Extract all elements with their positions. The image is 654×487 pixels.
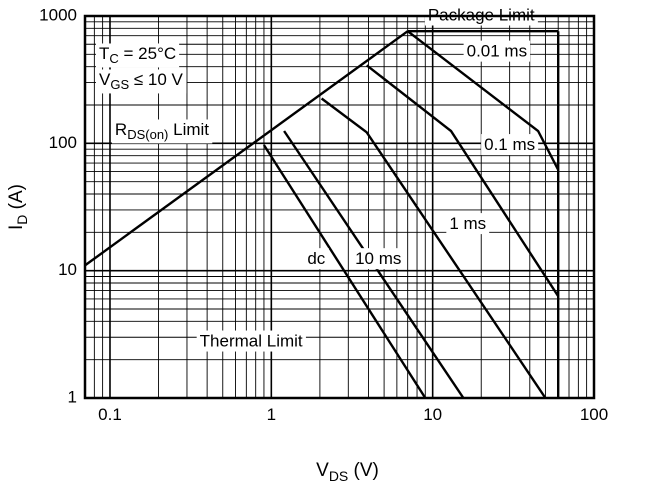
condition-vgs-background (96, 69, 187, 94)
text-main: ≤ 10 V (129, 70, 183, 89)
annotation-0-1ms-background (481, 134, 539, 156)
y-tick-label: 100 (49, 133, 77, 152)
annotation-rdson-limit-text: RDS(on) Limit (115, 120, 209, 142)
y-axis-label-sub: D (14, 215, 30, 225)
x-tick-label: 100 (580, 405, 608, 424)
text-main: R (115, 120, 127, 139)
annotation-0-01ms-background (463, 40, 531, 62)
x-tick-label: 1 (267, 405, 276, 424)
y-tick-label: 10 (58, 260, 77, 279)
annotation-1ms-text: 1 ms (449, 214, 486, 233)
y-axis-label: ID (A) (6, 184, 30, 230)
annotation-1ms-background (446, 213, 490, 235)
x-tick-label: 10 (423, 405, 442, 424)
text-main: = 25°C (119, 44, 176, 63)
x-tick-label: 0.1 (98, 405, 122, 424)
annotation-1ms: 1 ms (446, 213, 490, 235)
annotation-dc-background (304, 248, 329, 270)
text-main: Limit (168, 120, 209, 139)
annotation-10ms: 10 ms (352, 248, 405, 270)
condition-vgs-text: VGS ≤ 10 V (99, 70, 184, 92)
annotation-10ms-text: 10 ms (355, 249, 401, 268)
x-axis-label: VDS (V) (316, 460, 379, 484)
annotation-dc-text: dc (307, 249, 325, 268)
annotation-rdson-limit: RDS(on) Limit (111, 119, 213, 144)
annotation-0-01ms-text: 0.01 ms (467, 42, 527, 61)
series-dc-line (262, 144, 427, 399)
text-main: T (99, 44, 109, 63)
tick-labels: 0.1 1 10 100 1 10 100 1000 (39, 5, 608, 424)
text-subscript: GS (110, 77, 129, 92)
series-0-01-ms-line (406, 30, 560, 171)
y-tick-label: 1 (68, 387, 77, 406)
annotation-dc: dc (304, 248, 329, 270)
plot-frame (83, 14, 596, 400)
series-lines (84, 30, 560, 399)
annotation-rdson-limit-background (111, 119, 213, 144)
series-rds-on-limit-line (84, 30, 409, 267)
series-0-1-ms-line (365, 64, 560, 297)
y-axis-label-unit: (A) (6, 184, 27, 215)
y-tick-label: 1000 (39, 5, 77, 24)
condition-tc: TC = 25°C (96, 43, 180, 68)
x-axis-label-sub: DS (329, 468, 348, 484)
annotation-thermal-limit: Thermal Limit (196, 330, 306, 352)
annotation-thermal-limit-background (196, 330, 306, 352)
annotation-thermal-limit-text: Thermal Limit (200, 332, 303, 351)
x-axis-label-unit: (V) (348, 460, 379, 481)
annotation-0-01ms: 0.01 ms (463, 40, 531, 62)
test-conditions: TC = 25°C VGS ≤ 10 V (96, 43, 187, 94)
text-subscript: DS(on) (127, 127, 168, 142)
annotation-10ms-background (352, 248, 405, 270)
annotation-0-1ms-text: 0.1 ms (484, 135, 535, 154)
condition-tc-background (96, 43, 180, 68)
annotation-0-1ms: 0.1 ms (481, 134, 539, 156)
series-1-ms-line (320, 97, 547, 399)
y-axis-label-base: I (6, 225, 27, 230)
x-axis-label-base: V (316, 460, 329, 481)
condition-tc-text: TC = 25°C (99, 44, 176, 66)
condition-vgs: VGS ≤ 10 V (96, 69, 187, 94)
text-main: V (99, 70, 111, 89)
text-subscript: C (109, 51, 118, 66)
